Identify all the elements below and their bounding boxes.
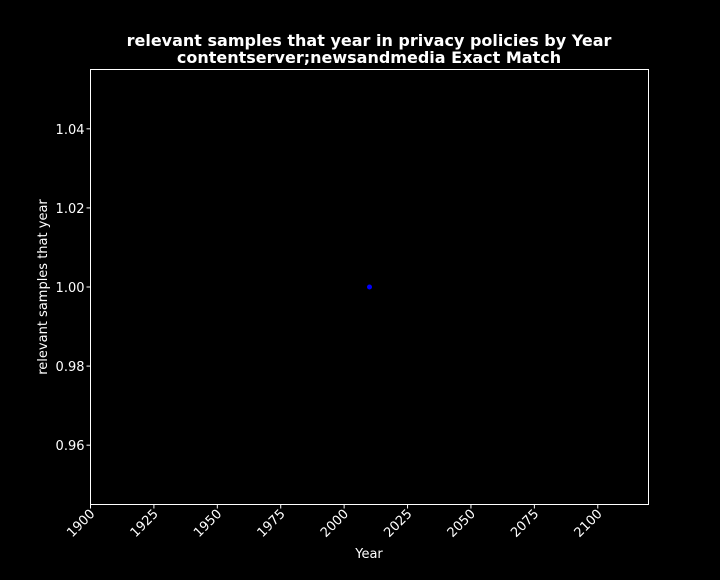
chart-title-line-1: relevant samples that year in privacy po… [127,31,612,50]
x-tick-label: 2050 [445,507,479,541]
y-tick-label: 1.04 [56,123,85,138]
data-points [367,284,372,290]
y-tick-label: 1.00 [56,281,85,296]
x-tick-label: 1975 [255,507,289,541]
y-axis-ticks: 0.96 0.98 1.00 1.02 1.04 [56,123,91,454]
x-axis-ticks: 1900 1925 1950 1975 2000 2025 2050 2075 2100 [64,504,606,541]
y-tick-label: 0.96 [56,439,85,454]
x-tick-label: 1950 [191,507,225,541]
x-tick-label: 1925 [128,507,162,541]
y-axis-label: relevant samples that year [36,199,51,375]
x-tick-label: 2000 [318,507,352,541]
x-tick-label: 2075 [508,507,542,541]
x-tick-label: 1900 [64,507,98,541]
x-tick-label: 2100 [572,507,606,541]
y-tick-label: 0.98 [56,360,85,375]
data-point [367,284,372,290]
x-tick-label: 2025 [381,507,415,541]
chart-title-line-2: contentserver;newsandmedia Exact Match [177,48,561,67]
x-axis-label: Year [354,547,383,562]
y-tick-label: 1.02 [56,202,85,217]
